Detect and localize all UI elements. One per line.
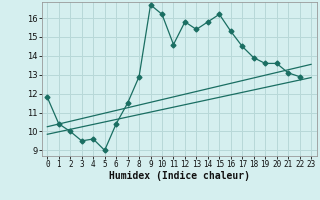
X-axis label: Humidex (Indice chaleur): Humidex (Indice chaleur) <box>109 171 250 181</box>
